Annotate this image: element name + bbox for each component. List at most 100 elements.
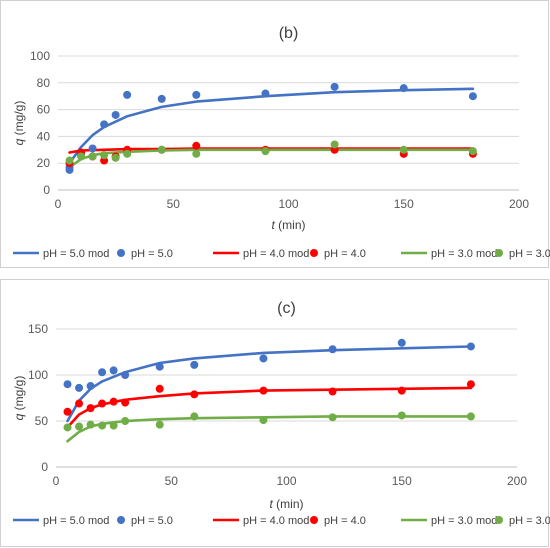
data-point [157,145,166,154]
data-point [109,397,118,406]
data-point [109,366,118,375]
x-tick-label: 100 [278,197,298,211]
chart-panel-b: (b) 0 20 40 60 80 100 0 50 100 150 200 t (min) q (mg/… [0,0,550,268]
data-point [100,151,109,160]
legend-label: pH = 5.0 mod [43,248,109,260]
data-point [466,380,475,389]
data-point [328,413,337,422]
data-point [399,145,408,154]
chart-title: (c) [277,300,296,317]
data-point [190,390,199,399]
data-point [155,420,164,429]
data-point [468,92,477,101]
y-tick-label: 100 [30,49,50,63]
chart-c-svg: (c) 0 50 100 150 0 50 100 150 200 t (min) q (mg/g) p… [12,300,550,527]
x-tick-label: 50 [167,197,181,211]
data-point [111,110,120,119]
data-point [468,147,477,156]
x-axis-title: t (min) [271,218,305,232]
data-point [86,420,95,429]
legend-label: pH = 3.0 [509,248,550,260]
data-point [123,149,132,158]
y-tick-label: 100 [28,368,48,382]
legend: pH = 5.0 mod pH = 5.0 pH = 4.0 mod pH = 4.0… [13,248,550,260]
y-axis-title: q (mg/g) [12,101,26,146]
data-point [466,412,475,421]
data-point [88,152,97,161]
y-tick-label: 150 [28,322,48,336]
data-point [190,360,199,369]
data-point [63,407,72,416]
y-tick-label: 0 [43,183,50,197]
y-axis-title: q (mg/g) [12,376,26,421]
legend-marker-swatch [310,249,318,257]
x-tick-label: 50 [165,474,179,488]
data-point [109,421,118,430]
legend-label: pH = 3.0 mod [431,248,497,260]
data-point [155,362,164,371]
data-point [261,89,270,98]
y-tick-label: 20 [37,156,51,170]
data-point [77,152,86,161]
data-point [399,84,408,93]
x-tick-label: 150 [394,197,414,211]
data-point [397,386,406,395]
data-point [86,404,95,413]
data-point [86,382,95,391]
legend-marker-swatch [117,249,125,257]
data-point [155,384,164,393]
data-point [75,383,84,392]
y-tick-label: 40 [37,129,51,143]
data-point [63,423,72,432]
y-tick-label: 50 [35,414,49,428]
x-tick-label: 0 [55,197,62,211]
data-point [157,94,166,103]
data-point [65,156,74,165]
series-line [66,386,473,429]
legend-label: pH = 3.0 mod [431,515,497,527]
data-point [261,147,270,156]
data-point [328,345,337,354]
data-point [328,387,337,396]
data-point [397,411,406,420]
legend-label: pH = 5.0 [131,515,173,527]
legend-label: pH = 4.0 [324,515,366,527]
data-point [192,141,201,150]
data-point [259,416,268,425]
x-axis-title: t (min) [269,497,303,511]
chart-title: (b) [279,25,299,42]
legend-marker-swatch [495,249,503,257]
y-tick-label: 60 [37,103,51,117]
series-line [66,345,473,423]
data-point [121,371,130,379]
chart-panel-c: (c) 0 50 100 150 0 50 100 150 200 t (min) q (mg/g) p… [0,279,550,547]
data-point [397,338,406,347]
legend-marker-swatch [310,516,318,524]
data-point [330,82,339,91]
legend-label: pH = 5.0 mod [43,515,109,527]
legend-label: pH = 4.0 [324,248,366,260]
x-tick-label: 200 [507,474,527,488]
data-point [330,140,339,149]
data-point [63,380,72,389]
legend-marker-swatch [495,516,503,524]
data-point [192,149,201,158]
data-point [75,422,84,431]
legend-label: pH = 5.0 [131,248,173,260]
data-point [100,120,109,129]
y-tick-label: 0 [41,460,48,474]
data-point [75,399,84,408]
data-point [192,90,201,99]
data-point [123,90,132,99]
series-line [66,415,473,443]
data-point [98,421,107,430]
data-point [121,398,130,407]
legend-label: pH = 4.0 mod [243,515,309,527]
data-point [88,144,97,153]
data-point [259,354,268,363]
legend: pH = 5.0 mod pH = 5.0 pH = 4.0 mod pH = 4.0… [13,515,550,527]
data-point [190,412,199,421]
data-point [111,153,120,162]
legend-label: pH = 4.0 mod [243,248,309,260]
legend-label: pH = 3.0 [509,515,550,527]
